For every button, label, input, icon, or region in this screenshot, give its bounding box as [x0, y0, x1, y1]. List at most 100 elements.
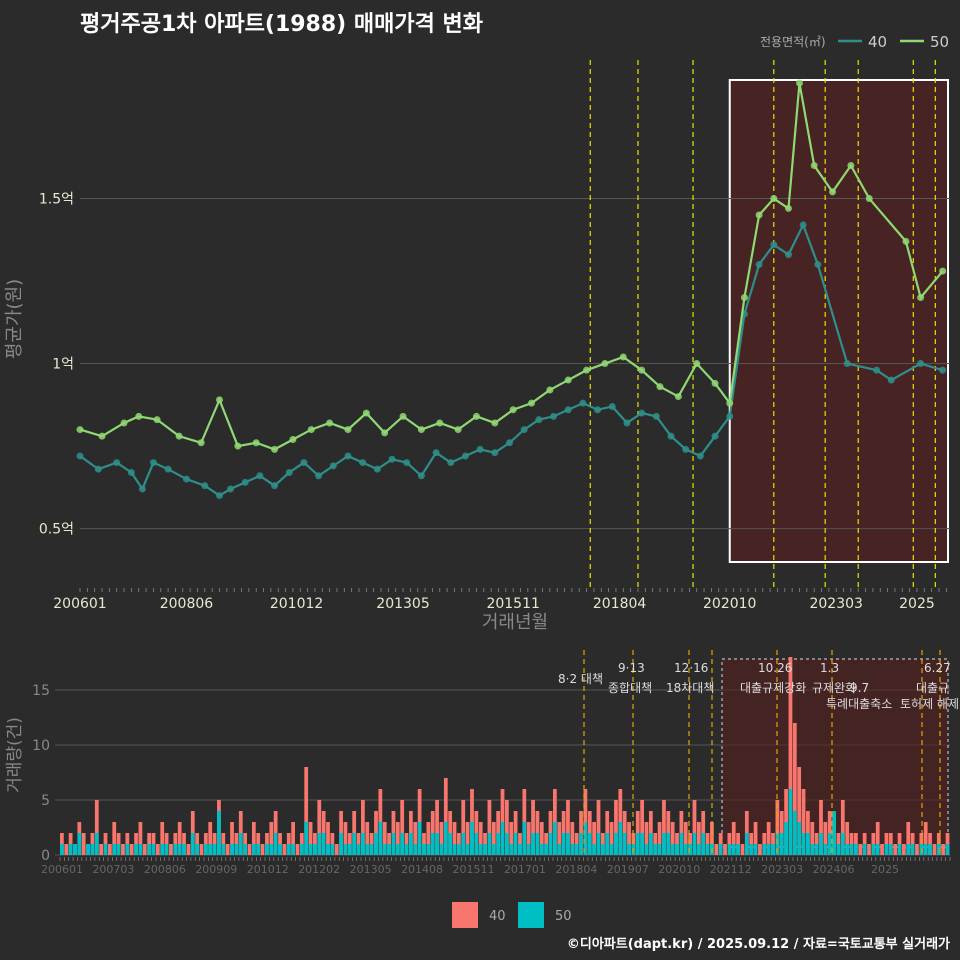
- bar-50: [871, 844, 876, 855]
- bar-50: [112, 844, 117, 855]
- bar-50: [587, 833, 592, 855]
- bar-40: [915, 844, 919, 855]
- data-point-40: [682, 445, 690, 453]
- policy-annotation: 대출규제강화: [740, 681, 806, 695]
- bar-50: [906, 844, 911, 855]
- bar-50: [897, 844, 902, 855]
- bar-40: [657, 822, 662, 855]
- bar-50: [68, 844, 73, 855]
- bar-legend-key-50: [518, 902, 544, 928]
- x-tick-label: 200806: [160, 596, 214, 612]
- bar-50: [90, 844, 95, 855]
- bar-50: [731, 844, 736, 855]
- bar-50: [343, 844, 348, 855]
- data-point-40: [491, 449, 499, 457]
- bar-40: [906, 822, 911, 855]
- data-point-50: [120, 419, 128, 427]
- bar-40: [186, 844, 191, 855]
- bar-50: [382, 844, 387, 855]
- bar-40: [644, 822, 649, 855]
- bar-50: [679, 833, 684, 855]
- data-point-40: [127, 468, 135, 476]
- bar-50: [483, 844, 487, 855]
- bar-50: [317, 833, 322, 855]
- bar-40: [317, 800, 322, 855]
- data-point-40: [227, 485, 235, 493]
- data-point-40: [138, 485, 146, 493]
- bar-50: [823, 844, 828, 855]
- data-point-50: [362, 409, 370, 417]
- data-point-40: [447, 459, 455, 467]
- x-tick-label: 2025: [899, 596, 935, 612]
- bar-40: [867, 844, 871, 855]
- data-point-40: [623, 419, 631, 427]
- bar-40: [714, 844, 719, 855]
- bar-x-tick-label: 200703: [92, 863, 134, 876]
- policy-annotation: 10.26: [758, 661, 792, 675]
- policy-annotation: 종합대책: [608, 680, 652, 695]
- bar-50: [753, 844, 758, 855]
- bar-40: [531, 800, 535, 855]
- bar-40: [893, 844, 898, 855]
- bar-40: [723, 844, 727, 855]
- bar-50: [134, 844, 138, 855]
- bar-40: [435, 800, 439, 855]
- data-point-40: [535, 416, 543, 424]
- data-point-40: [149, 459, 157, 467]
- data-point-40: [814, 261, 822, 269]
- bar-50: [400, 833, 405, 855]
- bar-x-tick-label: 201511: [453, 863, 495, 876]
- bar-50: [583, 822, 588, 855]
- bar-50: [448, 833, 453, 855]
- bar-40: [199, 844, 204, 855]
- data-point-40: [564, 406, 572, 414]
- bar-50: [718, 844, 723, 855]
- bar-50: [391, 833, 396, 855]
- policy-annotation: 특례대출축소: [826, 697, 892, 711]
- data-point-50: [509, 406, 517, 414]
- bar-50: [609, 844, 614, 855]
- bar-50: [496, 833, 501, 855]
- bar-50: [801, 833, 806, 855]
- data-point-40: [271, 482, 279, 490]
- bar-50: [692, 833, 697, 855]
- bar-x-tick-label: 201804: [555, 863, 597, 876]
- bar-50: [627, 844, 631, 855]
- bar-50: [744, 833, 749, 855]
- bar-50: [457, 844, 461, 855]
- bar-50: [666, 833, 671, 855]
- bar-50: [579, 833, 583, 855]
- bar-40: [142, 844, 147, 855]
- bar-40: [788, 657, 793, 855]
- data-point-50: [693, 360, 701, 368]
- bar-40: [208, 822, 213, 855]
- bar-40: [662, 800, 666, 855]
- bar-40: [557, 822, 562, 855]
- x-tick-label: 201012: [270, 596, 323, 612]
- data-point-50: [810, 162, 818, 170]
- bar-40: [731, 822, 736, 855]
- bar-40: [487, 800, 492, 855]
- data-point-50: [601, 360, 609, 368]
- bar-40: [683, 822, 688, 855]
- data-point-50: [939, 267, 947, 275]
- bar-50: [94, 833, 99, 855]
- bar-50: [849, 844, 854, 855]
- legend-label-50: 50: [930, 33, 949, 51]
- y-tick-label: 1.5억: [39, 192, 74, 208]
- bar-50: [347, 844, 352, 855]
- data-point-40: [388, 455, 396, 463]
- policy-annotation: 6.27: [924, 661, 951, 675]
- bar-40: [478, 822, 483, 855]
- bar-50: [378, 822, 383, 855]
- data-point-40: [696, 452, 704, 460]
- bar-50: [557, 844, 562, 855]
- data-point-40: [505, 439, 513, 447]
- data-point-40: [550, 412, 558, 420]
- data-point-50: [135, 412, 143, 420]
- bar-50: [919, 844, 924, 855]
- bar-40: [155, 844, 160, 855]
- bar-40: [426, 822, 431, 855]
- legend-title: 전용면적(㎡): [760, 35, 826, 49]
